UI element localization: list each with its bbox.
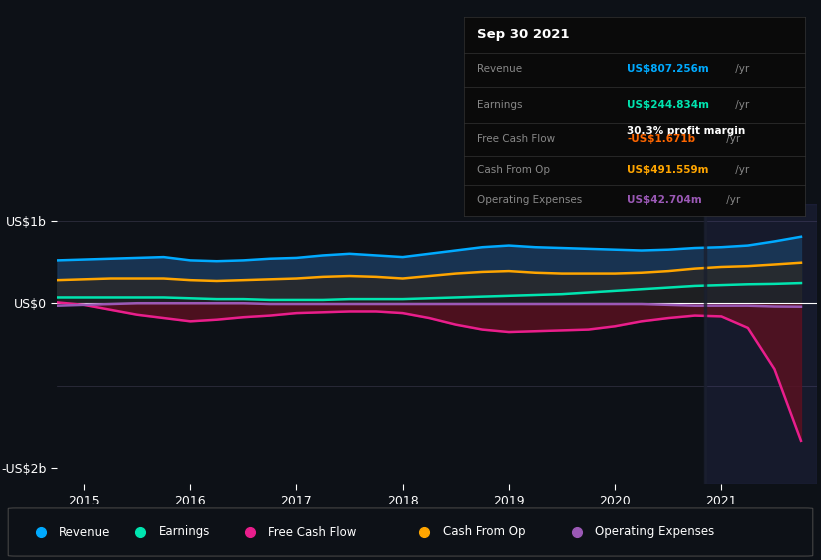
Text: Cash From Op: Cash From Op <box>478 165 551 175</box>
Bar <box>705 204 817 484</box>
Text: Sep 30 2021: Sep 30 2021 <box>478 28 570 41</box>
Text: Earnings: Earnings <box>478 100 523 110</box>
Text: Operating Expenses: Operating Expenses <box>595 525 714 539</box>
Text: US$491.559m: US$491.559m <box>627 165 709 175</box>
Text: /yr: /yr <box>732 165 750 175</box>
Text: Free Cash Flow: Free Cash Flow <box>268 525 357 539</box>
Text: Free Cash Flow: Free Cash Flow <box>478 134 556 144</box>
Text: /yr: /yr <box>732 100 750 110</box>
Text: /yr: /yr <box>722 195 740 205</box>
Text: US$244.834m: US$244.834m <box>627 100 709 110</box>
Text: US$42.704m: US$42.704m <box>627 195 702 205</box>
Text: Earnings: Earnings <box>158 525 210 539</box>
Text: Revenue: Revenue <box>478 64 523 74</box>
Text: US$807.256m: US$807.256m <box>627 64 709 74</box>
Text: Revenue: Revenue <box>59 525 111 539</box>
Text: 30.3% profit margin: 30.3% profit margin <box>627 126 745 136</box>
Text: Operating Expenses: Operating Expenses <box>478 195 583 205</box>
Text: /yr: /yr <box>732 64 750 74</box>
Text: -US$1.671b: -US$1.671b <box>627 134 695 144</box>
Text: Cash From Op: Cash From Op <box>443 525 525 539</box>
Text: /yr: /yr <box>722 134 740 144</box>
